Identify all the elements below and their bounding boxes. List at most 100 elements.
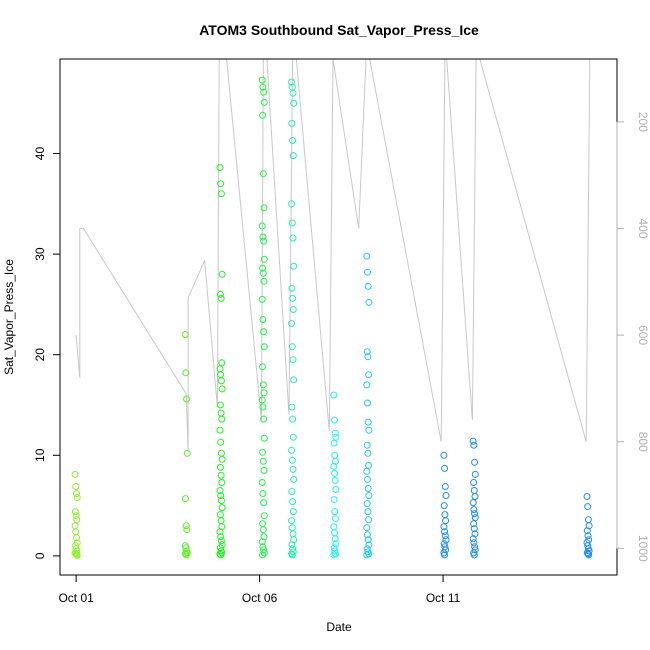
- plot-frame: [59, 58, 618, 576]
- data-point: [364, 531, 371, 539]
- data-point: [583, 527, 591, 535]
- data-point: [288, 550, 296, 558]
- y-tick-label: 0: [33, 552, 47, 559]
- data-point: [363, 441, 371, 449]
- data-point: [259, 457, 267, 465]
- data-point: [364, 449, 372, 457]
- data-point: [330, 462, 338, 470]
- data-point: [470, 487, 478, 494]
- data-point: [217, 377, 225, 385]
- data-point: [585, 551, 593, 559]
- data-point: [289, 152, 297, 160]
- data-point: [469, 499, 477, 507]
- data-point: [442, 492, 450, 499]
- y2-tick-label: 400: [636, 218, 650, 238]
- data-point: [217, 492, 225, 499]
- data-point: [365, 492, 373, 499]
- data-point: [288, 219, 296, 227]
- y-axis: 0 10 20 30 40: [33, 147, 61, 559]
- data-point: [365, 516, 373, 524]
- data-point: [364, 536, 372, 544]
- data-point: [288, 517, 296, 525]
- data-point: [471, 470, 479, 478]
- data-point: [217, 180, 225, 188]
- data-point: [258, 479, 266, 486]
- data-point: [332, 433, 340, 441]
- data-point: [364, 485, 372, 492]
- data-point: [440, 502, 448, 510]
- data-point: [288, 78, 296, 86]
- data-point: [73, 547, 81, 555]
- data-point: [72, 483, 80, 490]
- data-point: [259, 448, 267, 456]
- data-point: [584, 550, 592, 558]
- data-point: [217, 409, 225, 417]
- y-tick-label: 30: [33, 247, 47, 261]
- data-point: [216, 290, 224, 298]
- data-point: [183, 395, 191, 403]
- pressure-track-line: [75, 58, 594, 453]
- data-point: [259, 381, 267, 389]
- data-point: [441, 532, 449, 540]
- data-point: [363, 381, 371, 389]
- data-point: [331, 429, 339, 437]
- data-point: [365, 541, 373, 549]
- data-point: [217, 371, 225, 379]
- data-point: [470, 506, 478, 514]
- data-point: [364, 508, 372, 516]
- y2-tick-label: 600: [636, 325, 650, 345]
- data-point: [259, 403, 267, 411]
- data-point: [470, 441, 478, 449]
- data-point: [332, 550, 339, 558]
- data-point: [73, 551, 81, 559]
- data-point: [471, 510, 479, 518]
- data-point: [470, 520, 478, 528]
- data-point: [260, 88, 268, 96]
- data-point: [259, 551, 267, 559]
- data-point: [584, 542, 592, 550]
- data-point: [216, 487, 224, 494]
- data-point: [331, 416, 338, 424]
- x-axis: Oct 01 Oct 06 Oct 11: [58, 574, 461, 605]
- data-point: [217, 533, 225, 541]
- y2-tick-label: 200: [636, 112, 650, 132]
- data-point: [363, 524, 371, 532]
- data-point: [363, 551, 371, 559]
- data-point: [259, 83, 267, 91]
- data-point: [259, 526, 267, 534]
- data-point: [289, 548, 297, 556]
- data-point: [182, 550, 189, 558]
- data-point: [258, 396, 266, 404]
- data-point: [218, 504, 226, 512]
- data-point: [216, 511, 224, 519]
- data-point: [260, 549, 268, 557]
- data-point: [288, 119, 296, 127]
- data-point: [289, 465, 297, 473]
- data-point: [260, 512, 268, 520]
- data-point: [260, 466, 268, 474]
- data-point: [73, 490, 80, 497]
- data-point: [216, 426, 224, 434]
- y-tick-label: 20: [33, 348, 47, 362]
- data-point: [290, 99, 298, 107]
- data-point: [288, 541, 296, 549]
- data-point: [365, 461, 373, 469]
- data-point: [217, 438, 225, 446]
- data-point: [440, 523, 448, 531]
- data-point: [217, 551, 225, 559]
- data-point: [260, 499, 268, 507]
- data-point: [331, 529, 338, 537]
- data-point: [289, 356, 297, 364]
- data-point: [290, 475, 298, 483]
- data-point: [288, 551, 296, 559]
- data-point: [260, 237, 268, 245]
- data-point: [289, 306, 297, 313]
- data-point: [290, 376, 298, 384]
- data-point: [217, 294, 225, 302]
- data-point: [259, 363, 267, 371]
- data-point: [183, 526, 191, 534]
- data-points-layer: [71, 76, 593, 559]
- data-point: [290, 262, 298, 270]
- data-point: [259, 520, 267, 528]
- data-point: [330, 496, 338, 504]
